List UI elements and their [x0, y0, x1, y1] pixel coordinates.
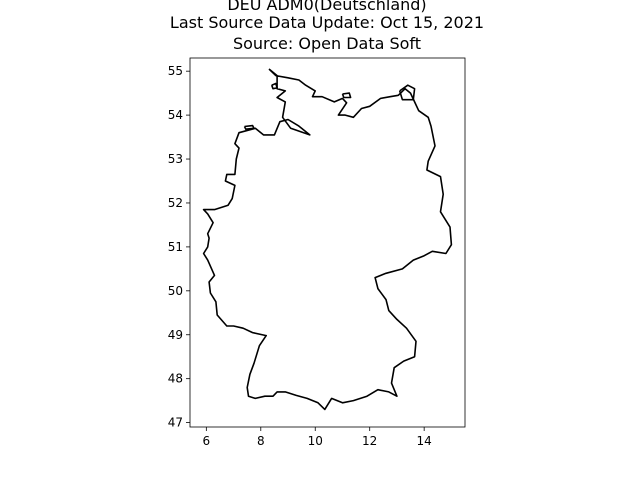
x-tick-label-6: 6	[203, 434, 211, 448]
y-tick-label-47: 47	[168, 416, 183, 430]
x-tick-label-8: 8	[257, 434, 265, 448]
plot-frame	[189, 57, 466, 428]
country-boundary	[202, 68, 453, 411]
y-tick-label-51: 51	[168, 240, 183, 254]
chart-title-line-2: Last Source Data Update: Oct 15, 2021	[170, 13, 484, 32]
chart-title-line-3: Source: Open Data Soft	[233, 34, 421, 53]
island-boundary-1	[341, 92, 352, 99]
island-boundary-0	[270, 82, 278, 90]
y-tick-label-49: 49	[168, 328, 183, 342]
y-tick-label-50: 50	[168, 284, 183, 298]
x-tick-label-10: 10	[308, 434, 323, 448]
y-tick-label-55: 55	[168, 64, 183, 78]
x-tick-label-12: 12	[362, 434, 377, 448]
axes-ticks: 6 8 10 12 14 47 48 49 50 51 52 53 54 55	[168, 64, 432, 448]
island-boundary-3	[243, 124, 255, 130]
chart-title-line-1: DEU ADM0(Deutschland)	[227, 0, 426, 14]
y-tick-label-54: 54	[168, 108, 183, 122]
x-tick-label-14: 14	[417, 434, 432, 448]
y-tick-label-52: 52	[168, 196, 183, 210]
plot-content	[202, 68, 453, 411]
island-boundary-2	[398, 84, 416, 101]
y-tick-label-53: 53	[168, 152, 183, 166]
y-tick-label-48: 48	[168, 372, 183, 386]
